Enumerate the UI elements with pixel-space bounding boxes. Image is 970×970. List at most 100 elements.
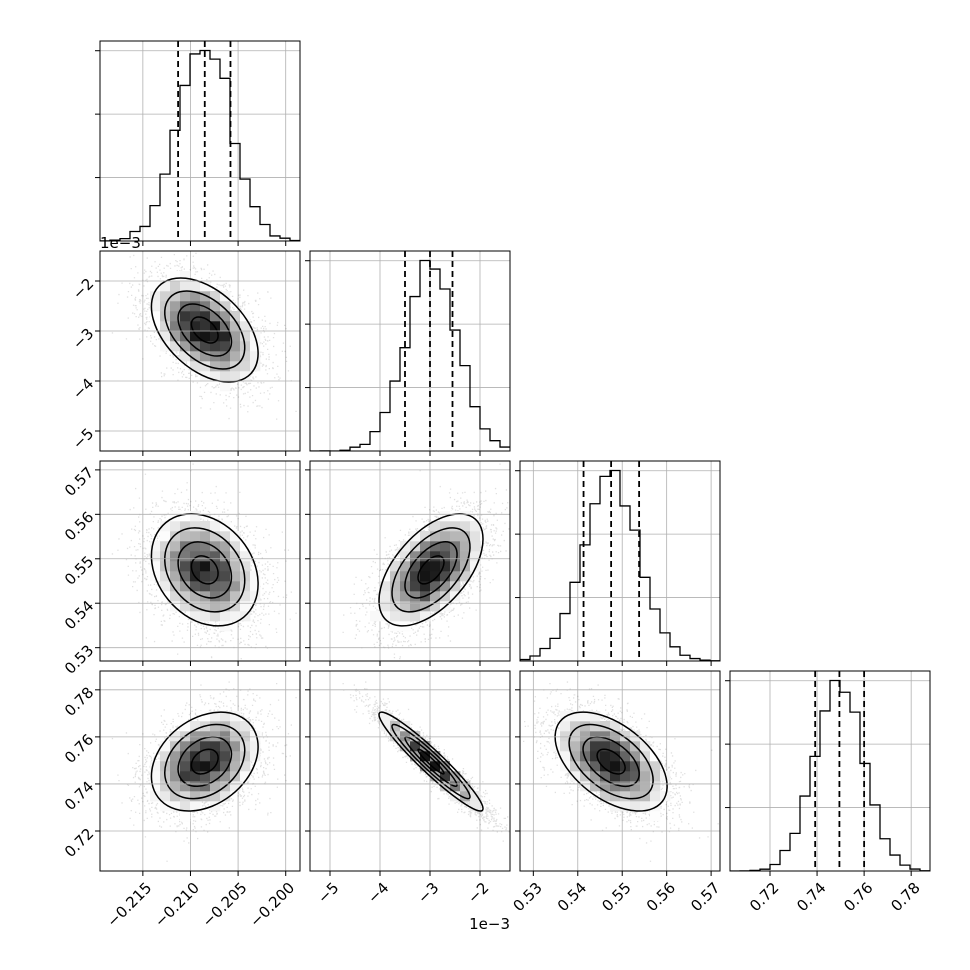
density-cell [460, 551, 471, 562]
density-cell [210, 591, 221, 602]
density-cell [430, 521, 441, 532]
density-cell [190, 721, 201, 732]
density-cell [150, 781, 161, 792]
contour-level [596, 748, 626, 775]
density-cell [210, 581, 221, 592]
density-cell [380, 591, 391, 602]
density-cell [200, 761, 211, 772]
panel-1-0: −5 −4 −3 −2 [69, 250, 301, 456]
density-cell [590, 731, 601, 742]
density-cell [220, 581, 231, 592]
x-tick-label: −0.205 [199, 879, 251, 931]
contour-level [417, 555, 445, 585]
panel-frame [519, 460, 721, 662]
histogram-step [520, 469, 720, 661]
density-cell [160, 781, 171, 792]
density-cell [190, 281, 201, 292]
density-layer [342, 463, 510, 660]
density-cell [390, 591, 401, 602]
density-cell [560, 721, 571, 732]
density-cell [170, 581, 181, 592]
density-cell [180, 801, 191, 812]
density-cell [640, 771, 651, 782]
density-cell [620, 751, 631, 762]
density-cell [150, 281, 161, 292]
density-cell [190, 761, 201, 772]
density-cell [230, 571, 241, 582]
density-cell [170, 571, 181, 582]
density-cell [400, 721, 411, 732]
density-cell [160, 291, 171, 302]
density-cell [190, 731, 201, 742]
density-cell [610, 781, 621, 792]
density-cell [180, 531, 191, 542]
density-cell [210, 571, 221, 582]
x-tick-label: −3 [414, 879, 442, 907]
density-cell [190, 791, 201, 802]
histogram-step [730, 679, 930, 871]
panel-3-3: 0.72 0.74 0.76 0.78 [725, 670, 931, 915]
density-cell [210, 551, 221, 562]
density-cell [600, 721, 611, 732]
density-cell [570, 751, 581, 762]
density-cell [240, 721, 251, 732]
density-cell [190, 551, 201, 562]
density-cell [400, 611, 411, 622]
density-cell [610, 721, 621, 732]
density-cell [640, 781, 651, 792]
density-cell [390, 731, 401, 742]
contour-level [177, 541, 233, 599]
density-cell [180, 741, 191, 752]
density-cell [180, 581, 191, 592]
density-cell [380, 611, 391, 622]
density-cell [200, 311, 211, 322]
density-cell [170, 321, 181, 332]
density-cell [420, 761, 431, 772]
density-cell [620, 741, 631, 752]
density-layer [111, 681, 297, 862]
density-cell [590, 761, 601, 772]
density-layer [342, 681, 510, 842]
density-cell [650, 761, 661, 772]
density-cell [220, 771, 231, 782]
density-cell [370, 611, 381, 622]
density-cell [250, 571, 261, 582]
density-cell [190, 291, 201, 302]
density-cell [190, 331, 201, 342]
density-cell [210, 781, 221, 792]
density-cell [430, 751, 441, 762]
density-cell [230, 761, 241, 772]
density-cell [440, 531, 451, 542]
density-cell [620, 771, 631, 782]
density-cell [160, 531, 171, 542]
density-cell [580, 711, 591, 722]
density-cell [230, 751, 241, 762]
density-cell [470, 531, 481, 542]
density-cell [400, 731, 411, 742]
density-cell [170, 271, 181, 282]
density-cell [230, 611, 241, 622]
density-cell [190, 341, 201, 352]
density-cell [150, 791, 161, 802]
x-tick-label: 0.54 [554, 879, 590, 915]
density-cell [450, 551, 461, 562]
density-cell [220, 361, 231, 372]
density-cell [640, 761, 651, 772]
density-cell [590, 741, 601, 752]
density-cell [230, 731, 241, 742]
contour-level [150, 513, 259, 627]
density-cell [250, 741, 261, 752]
contour-level [164, 723, 246, 800]
density-cell [580, 741, 591, 752]
density-cell [600, 771, 611, 782]
density-cell [210, 711, 221, 722]
density-cell [610, 771, 621, 782]
density-cell [250, 351, 261, 362]
density-cell [450, 531, 461, 542]
density-cell [240, 771, 251, 782]
density-cell [650, 771, 661, 782]
density-cell [470, 541, 481, 552]
density-cell [210, 521, 221, 532]
panel-frame [99, 40, 301, 242]
x-tick-label: −0.210 [151, 879, 203, 931]
